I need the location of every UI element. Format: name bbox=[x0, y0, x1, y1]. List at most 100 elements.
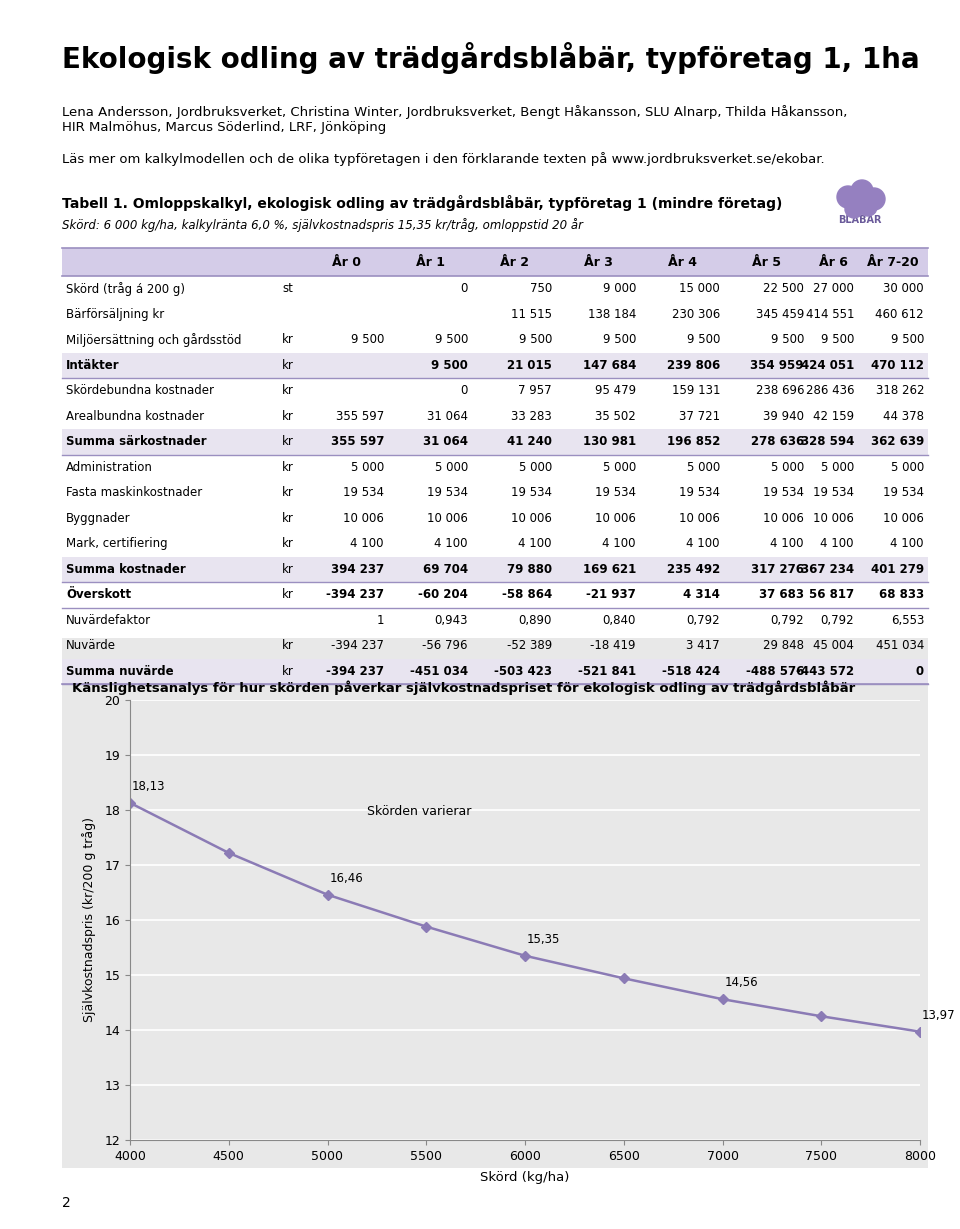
Text: 230 306: 230 306 bbox=[672, 307, 720, 321]
Text: -451 034: -451 034 bbox=[410, 665, 468, 677]
Text: 5 000: 5 000 bbox=[603, 461, 636, 473]
Text: Summa kostnader: Summa kostnader bbox=[66, 563, 185, 575]
Text: 39 940: 39 940 bbox=[763, 409, 804, 423]
Text: 7 957: 7 957 bbox=[518, 385, 552, 397]
Text: 9 500: 9 500 bbox=[518, 333, 552, 347]
Circle shape bbox=[837, 186, 859, 208]
Circle shape bbox=[863, 721, 885, 744]
Text: 33 283: 33 283 bbox=[512, 409, 552, 423]
Text: BLÅBÄR: BLÅBÄR bbox=[838, 748, 881, 760]
Text: 401 279: 401 279 bbox=[871, 563, 924, 575]
Text: 22 500: 22 500 bbox=[763, 283, 804, 295]
Bar bbox=[62, 557, 928, 583]
Text: 10 006: 10 006 bbox=[511, 511, 552, 525]
Text: 9 000: 9 000 bbox=[603, 283, 636, 295]
Text: -52 389: -52 389 bbox=[507, 639, 552, 653]
Text: Nuvärdefaktor: Nuvärdefaktor bbox=[66, 613, 151, 627]
Text: År 0: År 0 bbox=[331, 256, 361, 268]
Text: Summa särkostnader: Summa särkostnader bbox=[66, 435, 206, 449]
Text: 5 000: 5 000 bbox=[771, 461, 804, 473]
Text: Miljöersättning och gårdsstöd: Miljöersättning och gårdsstöd bbox=[66, 333, 242, 347]
Text: Byggnader: Byggnader bbox=[66, 511, 131, 525]
Text: 424 051: 424 051 bbox=[801, 359, 854, 371]
Text: 18,13: 18,13 bbox=[132, 780, 165, 793]
Text: -503 423: -503 423 bbox=[494, 665, 552, 677]
Text: 4 100: 4 100 bbox=[350, 537, 384, 551]
Bar bbox=[62, 659, 928, 685]
Text: kr: kr bbox=[282, 409, 294, 423]
Text: 5 000: 5 000 bbox=[435, 461, 468, 473]
Text: Skördebundna kostnader: Skördebundna kostnader bbox=[66, 385, 214, 397]
Text: 0,792: 0,792 bbox=[686, 613, 720, 627]
Text: 95 479: 95 479 bbox=[595, 385, 636, 397]
Text: 41 240: 41 240 bbox=[507, 435, 552, 449]
Text: 10 006: 10 006 bbox=[427, 511, 468, 525]
Text: -443 572: -443 572 bbox=[796, 665, 854, 677]
Text: Skörd (tråg á 200 g): Skörd (tråg á 200 g) bbox=[66, 281, 185, 296]
Text: 13,97: 13,97 bbox=[922, 1009, 955, 1021]
Text: kr: kr bbox=[282, 487, 294, 499]
Text: 14,56: 14,56 bbox=[725, 976, 758, 989]
Text: Arealbundna kostnader: Arealbundna kostnader bbox=[66, 409, 204, 423]
Text: 278 636: 278 636 bbox=[751, 435, 804, 449]
Text: Nuvärde: Nuvärde bbox=[66, 639, 116, 653]
Circle shape bbox=[851, 179, 873, 202]
Text: Administration: Administration bbox=[66, 461, 153, 473]
Text: 394 237: 394 237 bbox=[331, 563, 384, 575]
Text: Känslighetsanalys för hur skörden påverkar självkostnadspriset för ekologisk odl: Känslighetsanalys för hur skörden påverk… bbox=[72, 680, 855, 694]
Text: 4 100: 4 100 bbox=[603, 537, 636, 551]
Text: 35 502: 35 502 bbox=[595, 409, 636, 423]
Text: -18 419: -18 419 bbox=[590, 639, 636, 653]
Text: 0,840: 0,840 bbox=[603, 613, 636, 627]
Text: 9 500: 9 500 bbox=[771, 333, 804, 347]
Text: 6,553: 6,553 bbox=[891, 613, 924, 627]
Text: 19 534: 19 534 bbox=[595, 487, 636, 499]
Text: År 7-20: År 7-20 bbox=[867, 256, 919, 268]
Text: 27 000: 27 000 bbox=[813, 283, 854, 295]
Circle shape bbox=[837, 720, 859, 742]
Text: 19 534: 19 534 bbox=[813, 487, 854, 499]
Circle shape bbox=[859, 732, 877, 750]
Text: 10 006: 10 006 bbox=[763, 511, 804, 525]
Text: 147 684: 147 684 bbox=[583, 359, 636, 371]
Text: 9 500: 9 500 bbox=[350, 333, 384, 347]
Text: 19 534: 19 534 bbox=[763, 487, 804, 499]
Text: 286 436: 286 436 bbox=[805, 385, 854, 397]
Text: kr: kr bbox=[282, 385, 294, 397]
Y-axis label: Självkostnadspris (kr/200 g tråg): Självkostnadspris (kr/200 g tråg) bbox=[83, 817, 96, 1023]
Text: 130 981: 130 981 bbox=[583, 435, 636, 449]
Text: 354 959: 354 959 bbox=[751, 359, 804, 371]
Text: 69 704: 69 704 bbox=[422, 563, 468, 575]
Text: År 3: År 3 bbox=[584, 256, 612, 268]
Text: 2: 2 bbox=[62, 1196, 71, 1211]
Text: 0: 0 bbox=[461, 283, 468, 295]
Text: 9 500: 9 500 bbox=[821, 333, 854, 347]
Text: 10 006: 10 006 bbox=[679, 511, 720, 525]
Text: 239 806: 239 806 bbox=[667, 359, 720, 371]
Text: År 5: År 5 bbox=[752, 256, 780, 268]
Text: 159 131: 159 131 bbox=[671, 385, 720, 397]
Circle shape bbox=[851, 714, 873, 736]
Text: 0: 0 bbox=[916, 665, 924, 677]
Text: kr: kr bbox=[282, 333, 294, 347]
Text: 0,890: 0,890 bbox=[518, 613, 552, 627]
Text: 9 500: 9 500 bbox=[686, 333, 720, 347]
Text: BLÅBÄR: BLÅBÄR bbox=[838, 215, 881, 225]
Text: -394 237: -394 237 bbox=[331, 639, 384, 653]
Text: 10 006: 10 006 bbox=[813, 511, 854, 525]
Text: 0,792: 0,792 bbox=[770, 613, 804, 627]
Text: 0,943: 0,943 bbox=[435, 613, 468, 627]
Text: 4 100: 4 100 bbox=[891, 537, 924, 551]
Text: 3 417: 3 417 bbox=[686, 639, 720, 653]
Text: 367 234: 367 234 bbox=[801, 563, 854, 575]
Text: 4 100: 4 100 bbox=[686, 537, 720, 551]
Text: 4 314: 4 314 bbox=[684, 589, 720, 601]
Text: 11 515: 11 515 bbox=[511, 307, 552, 321]
Text: 414 551: 414 551 bbox=[805, 307, 854, 321]
Text: 19 534: 19 534 bbox=[511, 487, 552, 499]
Text: kr: kr bbox=[282, 665, 294, 677]
Text: 5 000: 5 000 bbox=[821, 461, 854, 473]
Text: 68 833: 68 833 bbox=[878, 589, 924, 601]
Text: 10 006: 10 006 bbox=[343, 511, 384, 525]
Text: 317 276: 317 276 bbox=[751, 563, 804, 575]
